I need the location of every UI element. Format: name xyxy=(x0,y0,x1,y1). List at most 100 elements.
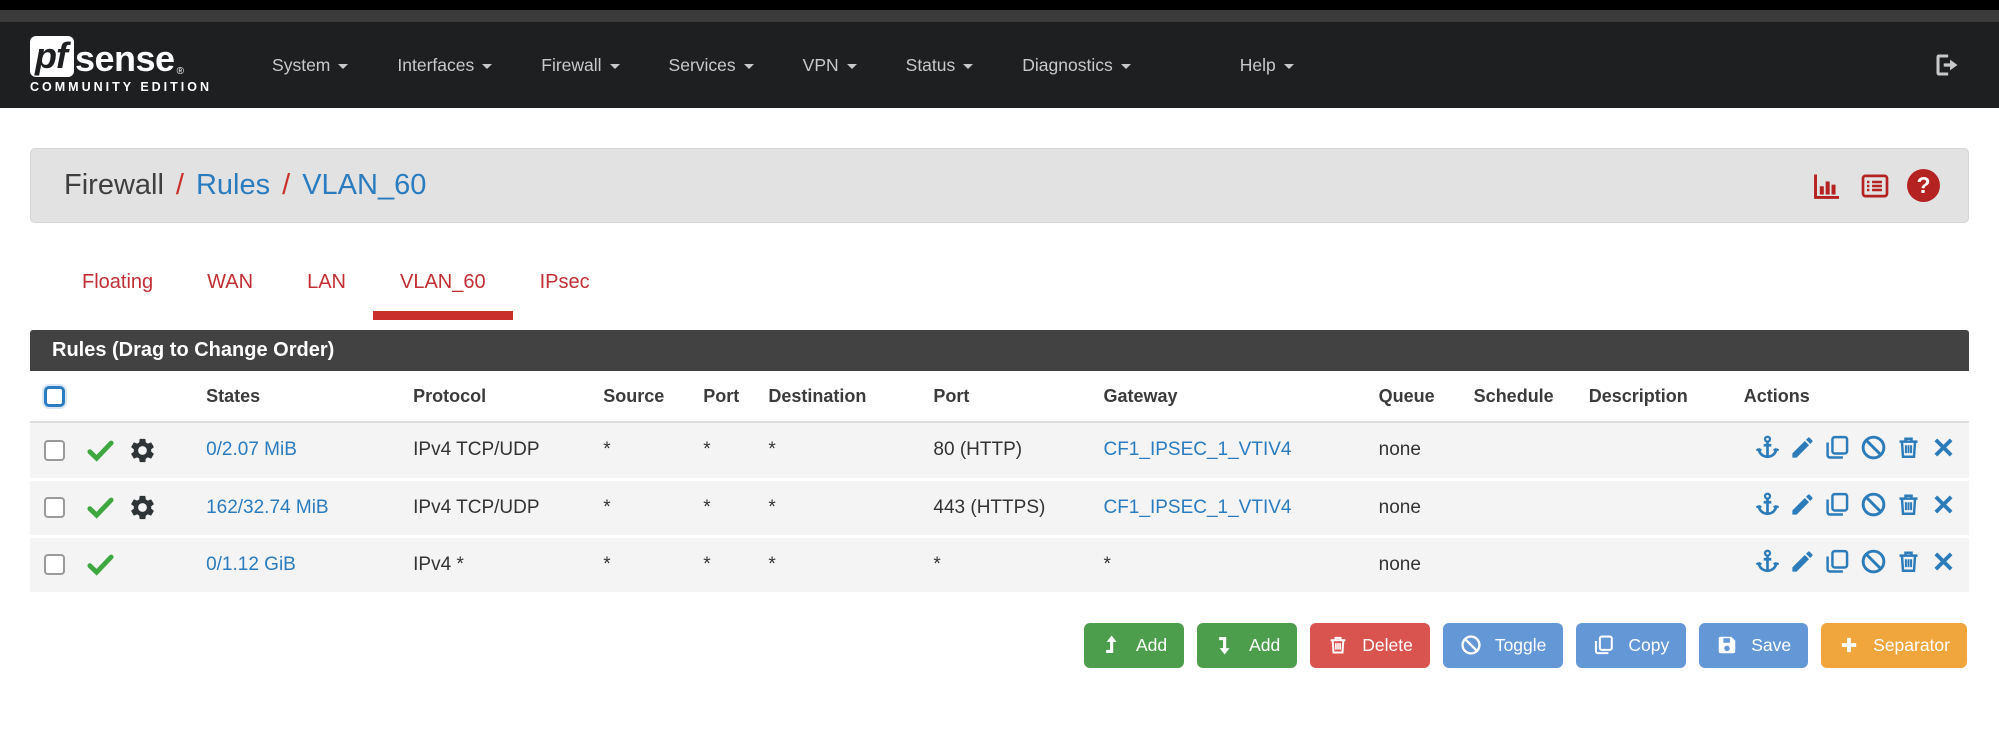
remove-icon[interactable] xyxy=(1930,434,1957,467)
delete-rule-icon[interactable] xyxy=(1895,434,1922,467)
breadcrumb-link-vlan60[interactable]: VLAN_60 xyxy=(302,169,427,201)
table-row[interactable]: 0/2.07 MiB IPv4 TCP/UDP * * * 80 (HTTP) … xyxy=(30,422,1969,481)
tab-lan[interactable]: LAN xyxy=(307,271,346,293)
description-cell xyxy=(1580,536,1736,595)
rule-enabled-check-icon[interactable] xyxy=(86,497,115,518)
sign-out-icon[interactable] xyxy=(1933,51,1961,79)
separator-button[interactable]: Separator xyxy=(1821,622,1967,668)
list-log-icon[interactable] xyxy=(1859,170,1891,202)
button-label: Add xyxy=(1135,634,1168,655)
rule-enabled-check-icon[interactable] xyxy=(86,554,115,575)
sense-logo-text: sense xyxy=(74,38,175,80)
breadcrumb: Firewall / Rules / VLAN_60 ? xyxy=(30,148,1969,223)
tab-ipsec[interactable]: IPsec xyxy=(539,271,590,293)
column-header-dest-port: Port xyxy=(925,371,1096,423)
edit-rule-icon[interactable] xyxy=(1789,491,1816,524)
delete-button[interactable]: Delete xyxy=(1310,622,1430,668)
remove-icon[interactable] xyxy=(1930,548,1957,581)
advanced-options-gear-icon[interactable] xyxy=(128,439,157,460)
nav-label: Help xyxy=(1239,54,1276,75)
breadcrumb-root: Firewall xyxy=(64,169,164,201)
rules-panel: Rules (Drag to Change Order) States Prot… xyxy=(30,330,1969,595)
advanced-options-gear-icon[interactable] xyxy=(128,497,157,518)
nav-item-system[interactable]: System xyxy=(272,54,349,76)
chevron-down-icon xyxy=(846,63,857,69)
disable-rule-icon[interactable] xyxy=(1860,491,1887,524)
move-anchor-icon[interactable] xyxy=(1754,548,1781,581)
table-row[interactable]: 162/32.74 MiB IPv4 TCP/UDP * * * 443 (HT… xyxy=(30,479,1969,538)
nav-label: System xyxy=(272,54,331,75)
row-checkbox[interactable] xyxy=(44,496,65,518)
toggle-button[interactable]: Toggle xyxy=(1442,622,1564,668)
column-header-states: States xyxy=(198,371,406,423)
add-rule-top-button[interactable]: Add xyxy=(1083,622,1185,668)
nav-item-help[interactable]: Help xyxy=(1240,55,1294,76)
remove-icon[interactable] xyxy=(1930,491,1957,524)
edit-rule-icon[interactable] xyxy=(1789,548,1816,581)
row-checkbox[interactable] xyxy=(44,553,65,575)
delete-rule-icon[interactable] xyxy=(1895,491,1922,524)
nav-label: Diagnostics xyxy=(1022,54,1113,75)
delete-rule-icon[interactable] xyxy=(1895,548,1922,581)
gateway-link[interactable]: CF1_IPSEC_1_VTIV4 xyxy=(1103,439,1292,461)
column-header-source: Source xyxy=(595,371,696,423)
column-header-gateway: Gateway xyxy=(1095,371,1371,423)
top-navbar: pf sense ® COMMUNITY EDITION System Inte… xyxy=(0,22,1999,108)
description-cell xyxy=(1580,479,1736,538)
row-checkbox[interactable] xyxy=(44,439,65,461)
schedule-cell xyxy=(1465,479,1581,538)
nav-item-firewall[interactable]: Firewall xyxy=(541,54,620,76)
table-row[interactable]: 0/1.12 GiB IPv4 * * * * * * none xyxy=(30,536,1969,595)
button-label: Copy xyxy=(1628,634,1670,655)
window-top-strip xyxy=(0,0,1999,10)
rule-enabled-check-icon[interactable] xyxy=(86,439,115,460)
column-header-protocol: Protocol xyxy=(405,371,596,423)
breadcrumb-link-rules[interactable]: Rules xyxy=(195,169,271,201)
copy-rule-icon[interactable] xyxy=(1824,491,1851,524)
tab-vlan60[interactable]: VLAN_60 xyxy=(372,271,513,320)
queue-cell: none xyxy=(1370,536,1466,595)
gateway-cell: * xyxy=(1095,536,1371,595)
action-button-bar: Add Add Delete Toggle Copy Save Separato… xyxy=(0,622,1967,668)
chevron-down-icon xyxy=(482,63,493,69)
save-button[interactable]: Save xyxy=(1699,622,1809,668)
nav-item-services[interactable]: Services xyxy=(669,55,754,76)
disable-rule-icon[interactable] xyxy=(1860,434,1887,467)
column-header-destination: Destination xyxy=(760,371,926,423)
select-all-checkbox[interactable] xyxy=(44,385,65,407)
column-header-description: Description xyxy=(1580,371,1736,423)
nav-label: Services xyxy=(668,54,736,75)
main-menu: System Interfaces Firewall Services VPN … xyxy=(272,55,1933,76)
edit-rule-icon[interactable] xyxy=(1789,434,1816,467)
panel-title: Rules (Drag to Change Order) xyxy=(30,330,1969,371)
gateway-link[interactable]: CF1_IPSEC_1_VTIV4 xyxy=(1103,496,1292,518)
help-icon[interactable]: ? xyxy=(1907,169,1940,202)
add-rule-bottom-button[interactable]: Add xyxy=(1197,622,1298,668)
move-anchor-icon[interactable] xyxy=(1754,434,1781,467)
nav-item-status[interactable]: Status xyxy=(906,55,974,76)
window-secondary-strip xyxy=(0,10,1999,22)
move-anchor-icon[interactable] xyxy=(1754,491,1781,524)
states-link[interactable]: 0/2.07 MiB xyxy=(206,439,297,461)
pfsense-logo[interactable]: pf sense ® COMMUNITY EDITION xyxy=(30,35,212,94)
dest-port-cell: * xyxy=(925,536,1096,595)
nav-label: Firewall xyxy=(541,54,602,75)
nav-item-vpn[interactable]: VPN xyxy=(803,55,857,76)
protocol-cell: IPv4 TCP/UDP xyxy=(405,479,596,538)
disable-rule-icon[interactable] xyxy=(1860,548,1887,581)
button-label: Toggle xyxy=(1494,634,1547,655)
copy-button[interactable]: Copy xyxy=(1576,622,1687,668)
registered-mark: ® xyxy=(176,66,184,78)
tab-wan[interactable]: WAN xyxy=(207,271,254,293)
bar-chart-icon[interactable] xyxy=(1811,170,1843,202)
copy-rule-icon[interactable] xyxy=(1824,434,1851,467)
source-port-cell: * xyxy=(695,536,761,595)
interface-tabs: Floating WAN LAN VLAN_60 IPsec xyxy=(55,271,1999,320)
nav-item-diagnostics[interactable]: Diagnostics xyxy=(1022,54,1131,76)
tab-floating[interactable]: Floating xyxy=(82,271,154,293)
nav-item-interfaces[interactable]: Interfaces xyxy=(397,55,493,76)
states-link[interactable]: 162/32.74 MiB xyxy=(206,496,329,518)
copy-rule-icon[interactable] xyxy=(1824,548,1851,581)
table-header-row: States Protocol Source Port Destination … xyxy=(30,371,1969,423)
states-link[interactable]: 0/1.12 GiB xyxy=(206,553,296,575)
